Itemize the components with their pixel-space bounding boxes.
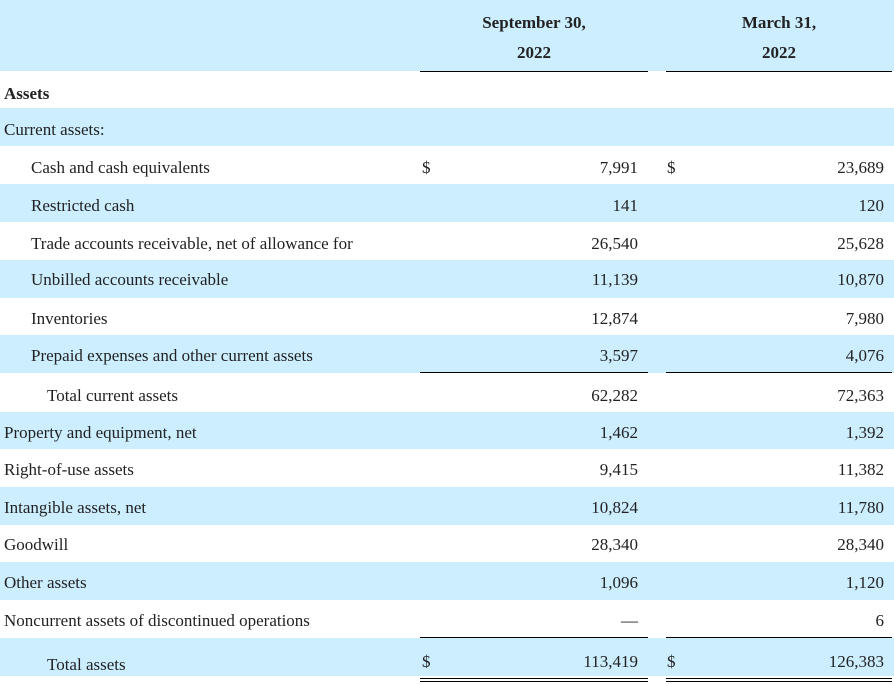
table-row: Intangible assets, net 10,824 11,780 [0,487,894,525]
assets-heading-row: Assets [0,74,894,108]
value-mar: 11,382 [837,460,884,479]
header-col-sep-line2: 2022 [517,43,551,62]
header-col-mar-line2: 2022 [762,43,796,62]
row-label: Property and equipment, net [4,423,197,442]
value-sep: 141 [612,196,639,215]
table-row: Prepaid expenses and other current asset… [0,335,894,373]
dollar-sign: $ [667,652,676,671]
row-label: Noncurrent assets of discontinued operat… [4,611,310,630]
table-row: Restricted cash 141 120 [0,184,894,222]
table-row: Unbilled accounts receivable 11,139 10,8… [0,260,894,298]
value-mar: 126,383 [828,652,884,671]
assets-heading: Assets [4,84,50,103]
value-mar: 25,628 [837,234,884,253]
dollar-sign: $ [422,652,431,671]
value-mar: 1,392 [845,423,884,442]
current-assets-heading: Current assets: [4,120,105,139]
row-label: Other assets [4,573,87,592]
value-sep: 113,419 [583,652,638,671]
row-label: Total current assets [47,386,178,405]
value-sep: — [621,611,638,630]
value-sep: 11,139 [591,270,638,289]
value-mar: 4,076 [845,346,884,365]
value-sep: 7,991 [599,158,638,177]
double-rule-mar-bottom [666,681,892,682]
double-rule-sep-bottom [420,681,648,682]
header-underline-sep [420,71,648,72]
value-sep: 3,597 [599,346,638,365]
row-label: Right-of-use assets [4,460,134,479]
subtotal-rule-sep [420,372,648,373]
row-label: Trade accounts receivable, net of allowa… [31,234,353,253]
row-label: Restricted cash [31,196,135,215]
row-label: Unbilled accounts receivable [31,270,229,289]
dollar-sign: $ [422,158,431,177]
table-row-subtotal: Total current assets 62,282 72,363 [0,374,894,412]
table-row: Other assets 1,096 1,120 [0,562,894,600]
table-row: Trade accounts receivable, net of allowa… [0,222,894,260]
table-row: Right-of-use assets 9,415 11,382 [0,449,894,487]
value-sep: 1,462 [599,423,638,442]
row-label: Prepaid expenses and other current asset… [31,346,313,365]
value-sep: 10,824 [591,498,638,517]
header-col-mar: March 31, 2022 [666,8,892,68]
value-sep: 9,415 [599,460,638,479]
value-mar: 23,689 [837,158,884,177]
row-label: Intangible assets, net [4,498,147,517]
row-label: Total assets [47,655,126,674]
table-row: Inventories 12,874 7,980 [0,298,894,335]
row-label: Cash and cash equivalents [31,158,210,177]
value-mar: 6 [875,611,885,630]
value-mar: 72,363 [837,386,884,405]
value-sep: 62,282 [591,386,638,405]
double-rule-sep-top [420,678,648,679]
value-mar: 10,870 [837,270,884,289]
header-underline-mar [666,71,892,72]
table-row: Noncurrent assets of discontinued operat… [0,600,894,637]
value-sep: 26,540 [591,234,638,253]
current-assets-heading-row: Current assets: [0,108,894,146]
table-row: Goodwill 28,340 28,340 [0,525,894,562]
value-mar: 11,780 [837,498,884,517]
header-col-sep: September 30, 2022 [420,8,648,68]
total-rule-sep [420,637,648,638]
table-row: Cash and cash equivalents $ 7,991 $ 23,6… [0,146,894,184]
total-rule-mar [666,637,892,638]
double-rule-mar-top [666,678,892,679]
table-row-total: Total assets $ 113,419 $ 126,383 [0,638,894,676]
row-label: Goodwill [4,535,69,554]
value-mar: 28,340 [837,535,884,554]
subtotal-rule-mar [666,372,892,373]
value-sep: 1,096 [599,573,638,592]
header-col-sep-line1: September 30, [482,13,586,32]
value-mar: 120 [858,196,885,215]
dollar-sign: $ [667,158,676,177]
row-label: Inventories [31,309,108,328]
value-mar: 7,980 [845,309,884,328]
table-row: Property and equipment, net 1,462 1,392 [0,412,894,449]
table-header: September 30, 2022 March 31, 2022 [0,0,894,71]
header-col-mar-line1: March 31, [741,13,817,32]
value-mar: 1,120 [845,573,884,592]
value-sep: 28,340 [591,535,638,554]
value-sep: 12,874 [591,309,638,328]
